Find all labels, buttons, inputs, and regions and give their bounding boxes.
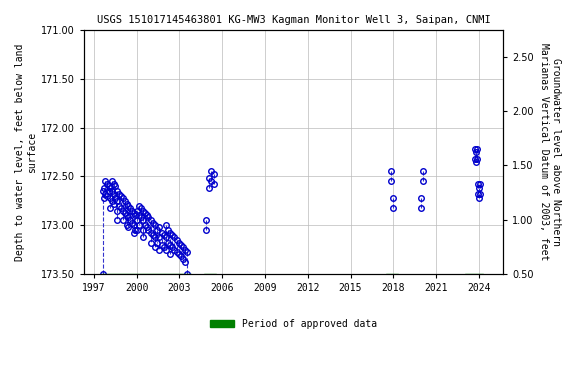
Title: USGS 151017145463801 KG-MW3 Kagman Monitor Well 3, Saipan, CNMI: USGS 151017145463801 KG-MW3 Kagman Monit… [97,15,490,25]
Y-axis label: Groundwater level above Northern
Marianas Vertical Datum of 2003, feet: Groundwater level above Northern Mariana… [539,43,561,261]
Legend: Period of approved data: Period of approved data [206,315,381,333]
Y-axis label: Depth to water level, feet below land
surface: Depth to water level, feet below land su… [15,43,37,261]
